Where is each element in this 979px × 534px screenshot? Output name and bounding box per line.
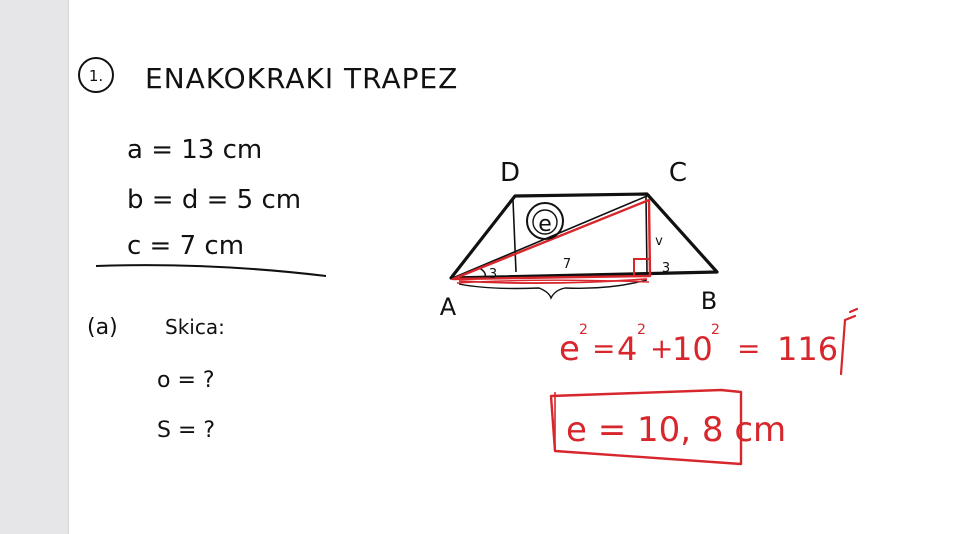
task-area: S = ?	[157, 418, 215, 443]
solution-term-2-exponent: 2	[711, 322, 720, 338]
right-angle-marker	[633, 258, 649, 276]
given-c: c = 7 cm	[127, 231, 244, 261]
heading-title: ENAKOKRAKI TRAPEZ	[145, 62, 458, 95]
height-label: v	[655, 234, 663, 249]
solution-equals-1: =	[592, 332, 615, 365]
vertex-d: D	[500, 158, 520, 188]
solution-term-1: 4	[617, 330, 637, 368]
solution-plus: +	[650, 332, 673, 365]
left-segment-label: 3	[489, 267, 497, 282]
diagonal-circle-inner	[532, 209, 558, 235]
vertex-b: B	[701, 287, 717, 315]
given-a: a = 13 cm	[127, 135, 262, 165]
height-right	[645, 196, 648, 273]
solution: e 2 = 4 2 + 10 2 = 116 e = 10, 8 cm	[549, 307, 859, 466]
base-segment-label: 7	[563, 257, 571, 272]
task-perimeter: o = ?	[157, 368, 215, 393]
handwriting-layer: 1. ENAKOKRAKI TRAPEZ a = 13 cm b = d = 5…	[78, 57, 859, 466]
diagonal-circle-outer	[526, 202, 564, 240]
task-sketch-label: Skica:	[165, 315, 225, 339]
solution-e-exponent: 2	[579, 322, 588, 338]
givens-underline	[95, 264, 327, 277]
solution-term-2: 10	[672, 330, 713, 368]
vertex-a: A	[440, 293, 457, 321]
heading-number-circle	[78, 57, 114, 93]
vertex-c: C	[669, 158, 687, 188]
base-brace	[458, 279, 648, 300]
height-left	[512, 199, 517, 273]
solution-e: e	[559, 329, 580, 369]
square-root-icon	[839, 307, 859, 376]
trapezoid-outline	[449, 192, 719, 280]
left-sidebar-strip	[0, 0, 69, 534]
note-canvas[interactable]: 1. ENAKOKRAKI TRAPEZ a = 13 cm b = d = 5…	[69, 0, 979, 534]
diagonal-black	[454, 195, 648, 278]
trapezoid-diagram: e 7 3 3 v D C A B	[440, 158, 719, 321]
heading-number: 1.	[89, 67, 103, 85]
solution-equals-2: =	[737, 332, 760, 365]
solution-total: 116	[777, 330, 838, 368]
solution-result: e = 10, 8 cm	[566, 410, 786, 450]
base-red-stroke-2	[456, 279, 650, 284]
solution-term-1-exponent: 2	[637, 322, 646, 338]
task-label: (a)	[87, 315, 118, 340]
right-triangle-red	[451, 198, 652, 281]
given-b-d: b = d = 5 cm	[127, 185, 301, 215]
right-segment-label: 3	[662, 261, 670, 276]
diagonal-label: e	[538, 212, 552, 237]
